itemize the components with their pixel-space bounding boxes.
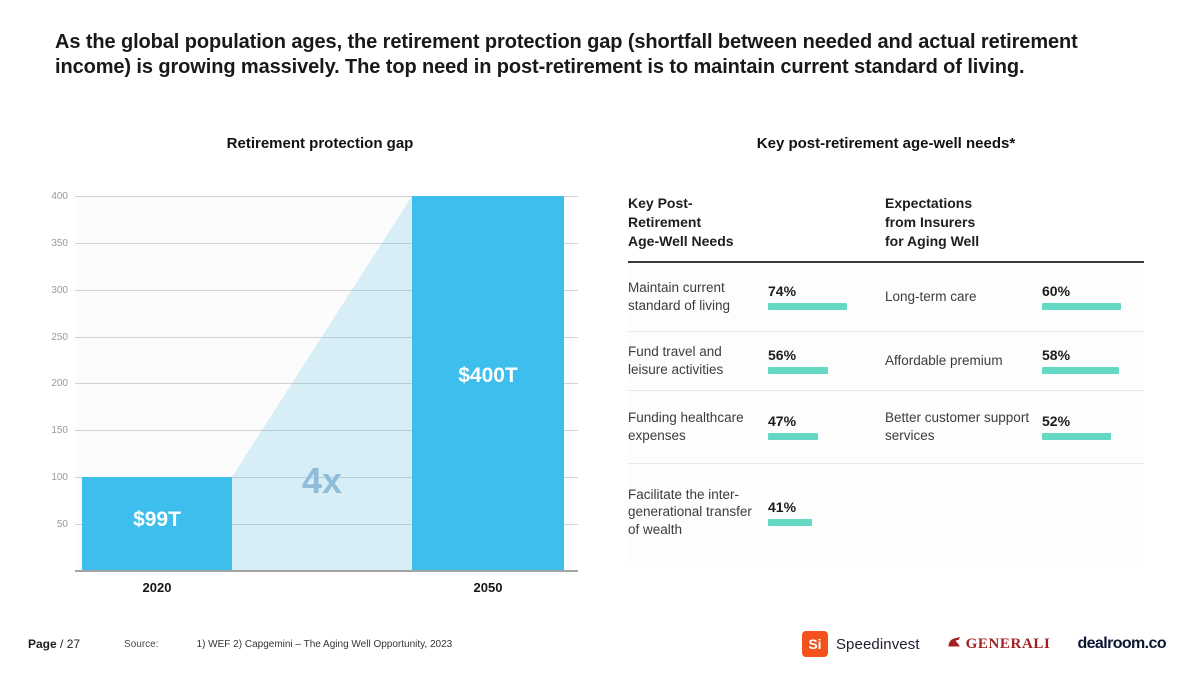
dealroom-logo: dealroom.co (1077, 635, 1166, 652)
need-label: Maintain current standard of living (628, 280, 731, 313)
need-label: Fund travel and leisure activities (628, 344, 724, 377)
pct-bar (768, 303, 847, 311)
table-row: Fund travel and leisure activities 56% A… (628, 331, 1144, 391)
need-value-cell: 60% (1042, 283, 1144, 311)
page-indicator: Page / 27 (28, 637, 80, 651)
y-tick-label: 100 (51, 472, 68, 483)
page-label: Page (28, 637, 57, 651)
speedinvest-logo-icon: Si (801, 631, 828, 657)
pct-bar (1042, 433, 1111, 441)
headline: As the global population ages, the retir… (55, 31, 1078, 78)
bar-chart-plot: 400 350 300 250 200 150 100 50 $99T $400… (51, 191, 578, 595)
header-needs: Key Post- Retirement Age-Well Needs (628, 195, 734, 249)
pct-bar (1042, 367, 1119, 375)
logo-group: Si Speedinvest GENERALI dealroom.co (801, 631, 1167, 657)
pct-label: 52% (1042, 413, 1071, 430)
need-value-cell: 41% (768, 499, 885, 526)
need-value-cell: 47% (768, 413, 885, 441)
bar-value-label-2050: $400T (458, 364, 518, 387)
x-tick-label-2020: 2020 (142, 580, 172, 595)
bar-2020: $99T (82, 477, 232, 571)
gridline-200: 200 (51, 378, 578, 389)
need-label: Long-term care (885, 288, 977, 304)
gridline-250: 250 (51, 332, 578, 343)
pct-bar (768, 367, 828, 375)
y-tick-label: 150 (51, 425, 68, 436)
speedinvest-wordmark: Speedinvest (835, 635, 920, 653)
generali-lion-icon (947, 635, 962, 654)
y-tick-label: 300 (51, 285, 68, 296)
need-label: Facilitate the inter- generational trans… (628, 486, 752, 537)
table-row: Facilitate the inter- generational trans… (628, 463, 1144, 561)
need-value-cell: 52% (1042, 413, 1144, 441)
gridline-50: 50 (57, 519, 578, 530)
generali-logo: GENERALI (947, 635, 1051, 654)
footer: Page / 27 Source: 1) WEF 2) Capgemini – … (0, 627, 1200, 661)
bar-2050: $400T (412, 196, 564, 571)
source-citation: 1) WEF 2) Capgemini – The Aging Well Opp… (196, 638, 453, 650)
growth-multiplier-annotation: 4x (301, 460, 343, 501)
x-axis-line (75, 570, 578, 572)
page-number: / 27 (60, 637, 81, 651)
need-value-cell: 58% (1042, 347, 1144, 375)
pct-label: 47% (768, 413, 797, 430)
need-label: Better customer support services (885, 410, 1030, 443)
y-tick-label: 400 (51, 191, 68, 202)
gridline-350: 350 (51, 238, 578, 249)
gridline-150: 150 (51, 425, 578, 436)
pct-label: 74% (768, 283, 797, 300)
pct-label: 41% (768, 498, 797, 515)
chart-title: Retirement protection gap (226, 135, 414, 152)
gridline-400: 400 (51, 191, 578, 202)
pct-bar (1042, 303, 1121, 311)
source-label: Source: (124, 638, 159, 650)
need-value-cell: 56% (768, 347, 885, 375)
age-well-needs-panel: Key post-retirement age-well needs* Key … (628, 135, 1144, 561)
y-tick-label: 350 (51, 238, 68, 249)
gridline-100: 100 (51, 472, 578, 483)
header-expectations: Expectations from Insurers for Aging Wel… (885, 195, 980, 249)
need-value-cell: 74% (768, 283, 885, 311)
need-value-cell (1042, 507, 1144, 518)
speedinvest-logo: Si Speedinvest (801, 631, 920, 657)
y-tick-label: 50 (56, 519, 68, 530)
table-header-row: Key Post- Retirement Age-Well Needs Expe… (628, 194, 1144, 263)
pct-label: 60% (1042, 283, 1071, 300)
table-row: Funding healthcare expenses 47% Better c… (628, 390, 1144, 464)
y-tick-label: 200 (51, 378, 68, 389)
table-row: Maintain current standard of living 74% … (628, 262, 1144, 332)
generali-wordmark: GENERALI (965, 635, 1051, 652)
retirement-gap-chart-panel: Retirement protection gap 400 350 300 25… (51, 135, 585, 605)
gridline-300: 300 (51, 285, 578, 296)
bar-value-label-2020: $99T (133, 508, 181, 531)
need-label: Affordable premium (885, 352, 1003, 368)
pct-bar (768, 518, 812, 526)
y-tick-label: 250 (51, 332, 68, 343)
pct-bar (768, 433, 818, 441)
pct-label: 58% (1042, 347, 1071, 364)
x-tick-label-2050: 2050 (473, 580, 503, 595)
need-label: Funding healthcare expenses (628, 410, 744, 443)
table-title: Key post-retirement age-well needs* (756, 135, 1016, 152)
pct-label: 56% (768, 347, 797, 364)
